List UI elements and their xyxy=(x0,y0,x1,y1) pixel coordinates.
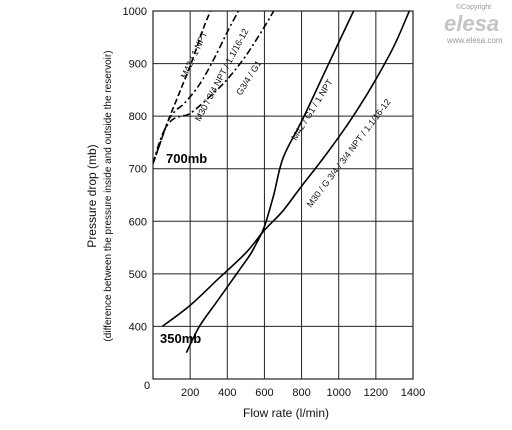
logo-url: www.elesa.com xyxy=(446,36,503,45)
x-tick-label: 1000 xyxy=(326,387,350,399)
y-tick-label: 900 xyxy=(129,59,147,71)
x-tick-label: 800 xyxy=(292,387,310,399)
x-tick-label: 1400 xyxy=(401,387,425,399)
y-tick-label: 800 xyxy=(129,111,147,123)
annotation-700mb: 700mb xyxy=(166,151,207,166)
curves xyxy=(153,11,411,354)
y-tick-label: 1000 xyxy=(123,6,147,18)
x-axis-label: Flow rate (l/min) xyxy=(243,406,329,420)
y-tick-label: 700 xyxy=(129,164,147,176)
logo-copyright: ©Copyright xyxy=(456,3,491,11)
series-line-m42-g1-1npt xyxy=(185,11,355,354)
y-tick-label: 500 xyxy=(129,269,147,281)
series-label-m42-1npt: M42 / 1 NPT xyxy=(179,29,210,79)
x-tick-label: 600 xyxy=(255,387,273,399)
series-label-m30-g34: M30 / G 3/4 / 3/4 NPT / 1.1/16-12 xyxy=(305,97,393,209)
series-line-m42-1npt xyxy=(153,11,212,164)
y-tick-label: 600 xyxy=(129,216,147,228)
series-label-m42-g1-1npt: M42 / G1 / 1 NPT xyxy=(289,77,335,142)
x-tick-label: 400 xyxy=(218,387,236,399)
plot-frame xyxy=(152,10,414,380)
grid xyxy=(153,11,413,379)
annotation-350mb: 350mb xyxy=(160,331,201,346)
y-tick-label: 400 xyxy=(129,321,147,333)
plot-border xyxy=(152,10,414,380)
x-origin-label: 0 xyxy=(144,380,150,392)
tick-labels: 200 400 600 800 1000 1200 1400 0 400 500 600 700 800… xyxy=(123,6,426,399)
x-tick-label: 1200 xyxy=(364,387,388,399)
x-tick-label: 200 xyxy=(181,387,199,399)
logo-brand: elesa xyxy=(444,11,499,36)
y-axis-label: Pressure drop (mb) xyxy=(85,144,99,247)
elesa-logo: ©Copyright elesa www.elesa.com xyxy=(444,3,503,45)
y-axis-sublabel: (difference between the pressure inside … xyxy=(103,50,114,341)
series-line-g34-g1 xyxy=(153,11,275,164)
series-line-m30-34npt xyxy=(153,11,240,164)
series-line-m30-g34 xyxy=(161,11,411,328)
